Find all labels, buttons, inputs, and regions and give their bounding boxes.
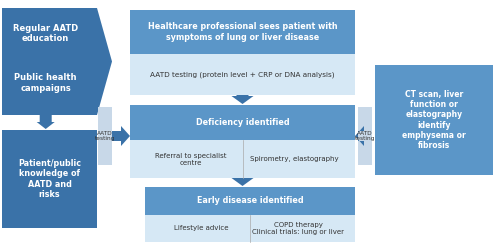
Bar — [130, 54, 355, 95]
Bar — [145, 214, 355, 242]
Text: Healthcare professional sees patient with
symptoms of lung or liver disease: Healthcare professional sees patient wit… — [148, 22, 338, 42]
Polygon shape — [355, 126, 364, 146]
Bar — [130, 140, 355, 178]
Text: AATD
testing: AATD testing — [355, 130, 375, 141]
Bar — [130, 10, 355, 54]
Bar — [145, 187, 355, 214]
Polygon shape — [232, 95, 254, 104]
Polygon shape — [36, 115, 54, 129]
Text: COPD therapy
Clinical trials: lung or liver: COPD therapy Clinical trials: lung or li… — [252, 222, 344, 235]
Text: Early disease identified: Early disease identified — [196, 196, 304, 205]
Text: Regular AATD
education: Regular AATD education — [13, 24, 78, 44]
Polygon shape — [2, 8, 112, 115]
Text: AATD
testing: AATD testing — [95, 130, 115, 141]
Polygon shape — [232, 178, 254, 186]
Text: CT scan, liver
function or
elastography
identify
emphysema or
fibrosis: CT scan, liver function or elastography … — [402, 90, 466, 150]
Text: Referral to specialist
centre: Referral to specialist centre — [155, 152, 226, 166]
Bar — [98, 107, 112, 165]
Text: Spirometry, elastography: Spirometry, elastography — [250, 156, 338, 162]
Text: Patient/public
knowledge of
AATD and
risks: Patient/public knowledge of AATD and ris… — [18, 159, 81, 199]
Bar — [130, 105, 355, 140]
Text: Lifestyle advice: Lifestyle advice — [174, 225, 229, 231]
Bar — [358, 107, 372, 165]
Text: Deficiency identified: Deficiency identified — [196, 118, 290, 127]
Text: AATD testing (protein level + CRP or DNA analysis): AATD testing (protein level + CRP or DNA… — [150, 71, 335, 78]
Bar — [375, 65, 493, 175]
Bar — [2, 130, 97, 228]
Text: Public health
campaigns: Public health campaigns — [14, 73, 77, 92]
Polygon shape — [112, 126, 130, 146]
